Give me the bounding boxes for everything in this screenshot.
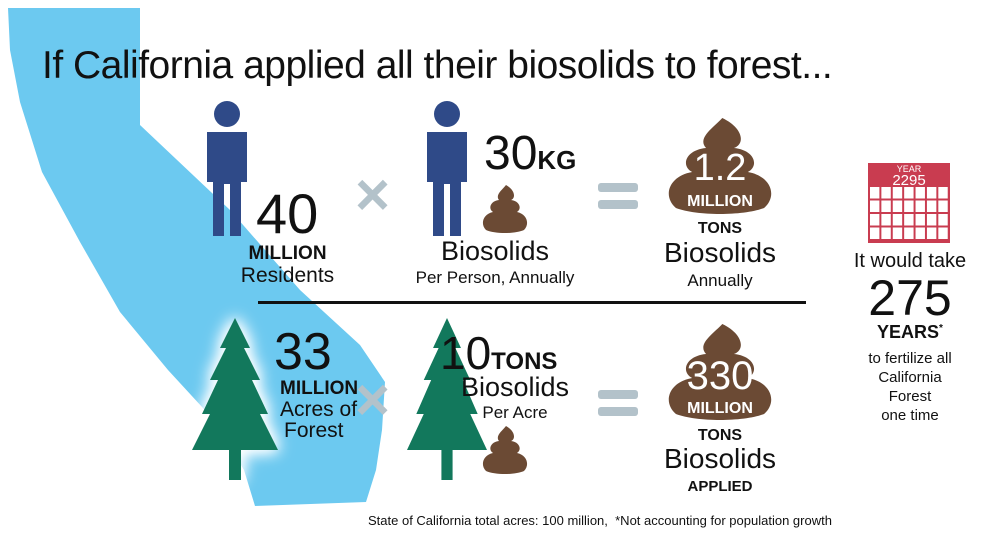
calendar-year: 2295 — [892, 172, 926, 189]
residents-unit: MILLION — [248, 243, 327, 264]
result2-number: 330 — [686, 354, 754, 398]
person-icon — [207, 101, 247, 236]
result2-unit: MILLION — [687, 400, 753, 417]
poop-icon — [482, 185, 528, 233]
tree-icon — [192, 318, 278, 480]
per-person-sublabel: Per Person, Annually — [415, 268, 575, 287]
result2-label: Biosolids — [663, 443, 777, 474]
equals-icon — [598, 390, 638, 416]
result1-number: 1.2 — [693, 147, 747, 189]
poop-icon — [668, 324, 772, 420]
result1-unit: MILLION — [687, 193, 753, 210]
conclusion-line-2: California — [878, 369, 942, 386]
calendar-label: YEAR — [896, 164, 922, 174]
conclusion-lead: It would take — [853, 250, 967, 272]
forest-label-2: Forest — [284, 419, 344, 442]
per-person-number: 30 — [484, 127, 538, 180]
forest-unit: MILLION — [280, 378, 359, 399]
california-map — [8, 8, 385, 506]
asterisk: * — [939, 323, 943, 334]
result2-sublabel: APPLIED — [687, 478, 753, 495]
result1-sublabel: Annually — [687, 271, 753, 290]
result2-tons: TONS — [697, 427, 743, 444]
conclusion-line-3: Forest — [888, 388, 932, 405]
forest-number: 33 — [274, 323, 332, 381]
per-acre-label: Biosolids — [460, 372, 570, 402]
poop-icon — [668, 118, 772, 214]
conclusion-line-4: one time — [881, 407, 939, 424]
person-icon — [427, 101, 467, 236]
result1-label: Biosolids — [663, 237, 777, 268]
multiply-icon: × — [355, 161, 391, 228]
tree-icon — [407, 318, 487, 480]
per-acre-sublabel: Per Acre — [482, 403, 548, 422]
per-acre-unit: TONS — [491, 348, 558, 375]
per-person-label: Biosolids — [440, 236, 550, 266]
conclusion-number: 275 — [868, 270, 952, 326]
divider — [258, 301, 806, 304]
residents-number: 40 — [256, 182, 319, 245]
multiply-icon: × — [355, 366, 391, 433]
equals-icon — [598, 183, 638, 209]
conclusion-line-1: to fertilize all — [868, 350, 952, 367]
result1-tons: TONS — [697, 220, 743, 237]
conclusion-unit: YEARS — [877, 322, 940, 342]
poop-icon — [482, 426, 528, 474]
conclusion-text: to fertilize all California Forest one t… — [820, 349, 1000, 425]
forest-label-1: Acres of — [280, 398, 358, 421]
page-title: If California applied all their biosolid… — [42, 44, 833, 87]
footnote: State of California total acres: 100 mil… — [368, 513, 832, 528]
per-person-unit: KG — [537, 145, 577, 175]
per-acre-number: 10 — [440, 327, 492, 379]
residents-label: Residents — [240, 264, 335, 287]
calendar-icon: YEAR 2295 — [868, 163, 950, 243]
